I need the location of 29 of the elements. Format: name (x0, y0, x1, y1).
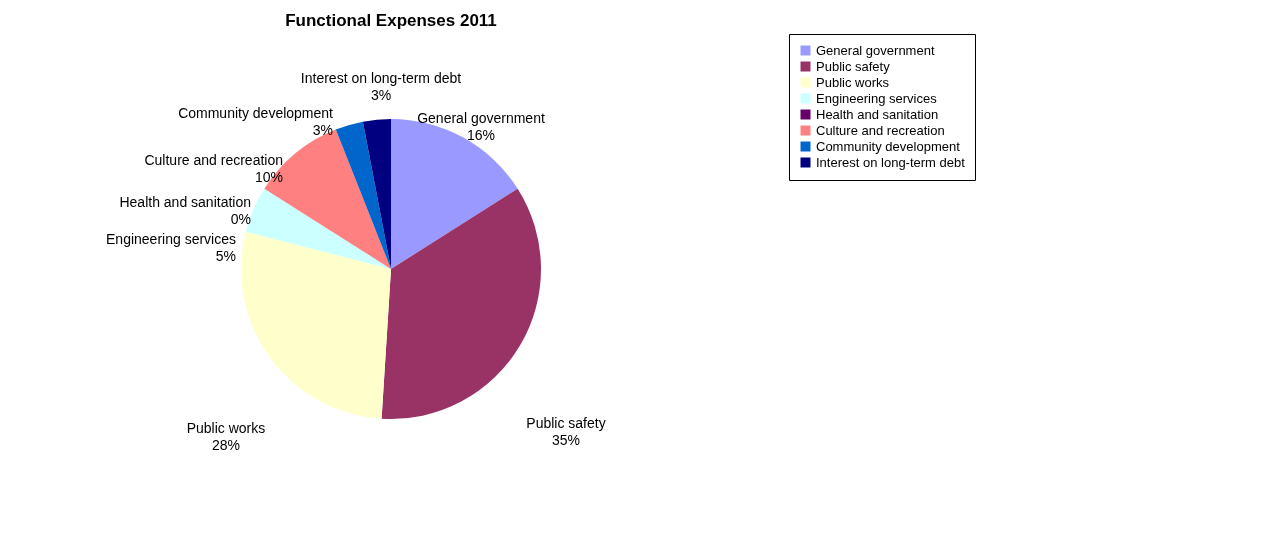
data-label: 3% (370, 87, 392, 103)
legend-label: Culture and recreation (816, 122, 945, 138)
legend-label: Engineering services (816, 90, 938, 106)
slice-label: Community development (178, 105, 334, 121)
data-label: 28% (211, 437, 241, 453)
legend-label: Public works (816, 74, 890, 90)
data-label: 5% (215, 248, 236, 264)
slice-label: Engineering services (106, 231, 236, 247)
slice-label: Public safety (526, 415, 606, 431)
chart-title: Functional Expenses 2011 (285, 10, 497, 30)
slice-label: Public works (186, 420, 266, 436)
pie-slice (381, 188, 541, 419)
data-label: 3% (312, 122, 333, 138)
pie-slice (335, 121, 391, 269)
pie-slice (362, 119, 391, 269)
data-label: 35% (551, 432, 581, 448)
data-label: 10% (254, 169, 283, 185)
text: 0% (230, 211, 251, 227)
legend-label: Interest on long-term debt (816, 154, 966, 170)
data-label: 16% (466, 127, 496, 143)
legend-label: General government (816, 42, 935, 58)
category-label: Health and sanitation (119, 194, 251, 210)
pie-slice (241, 231, 391, 419)
legend-label: Public safety (816, 58, 891, 74)
slice-label: General government (417, 110, 545, 126)
legend-label: Health and sanitation (816, 106, 939, 122)
slice-label: Culture and recreation (144, 152, 283, 168)
legend-label: Community development (816, 138, 961, 154)
slice-label: Interest on long-term debt (300, 70, 462, 86)
